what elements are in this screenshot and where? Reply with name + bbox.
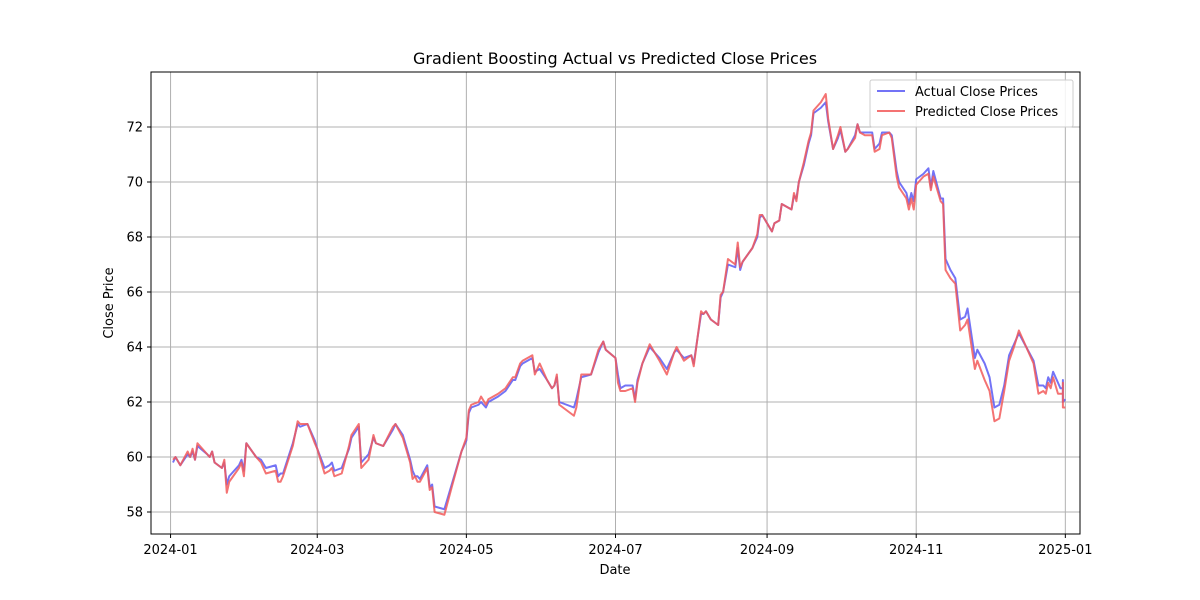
predicted-series-line xyxy=(172,93,1066,516)
y-tick-label: 64 xyxy=(126,341,143,356)
y-tick-label: 66 xyxy=(126,286,143,301)
x-tick-label: 2024-03 xyxy=(290,543,344,558)
actual-series-line xyxy=(172,101,1067,511)
x-tick-label: 2024-07 xyxy=(588,543,642,558)
x-tick-label: 2024-11 xyxy=(889,543,943,558)
x-tick-label: 2024-09 xyxy=(740,543,794,558)
x-axis-title: Date xyxy=(599,563,630,578)
x-tick-label: 2024-01 xyxy=(143,543,197,558)
y-tick-label: 68 xyxy=(126,231,143,246)
legend: Actual Close Prices Predicted Close Pric… xyxy=(869,79,1074,128)
legend-label-predicted: Predicted Close Prices xyxy=(915,105,1058,120)
legend-label-actual: Actual Close Prices xyxy=(915,85,1038,100)
y-tick-label: 58 xyxy=(126,506,143,521)
y-tick-label: 62 xyxy=(126,396,143,411)
y-axis-title: Close Price xyxy=(102,267,117,338)
series-layer xyxy=(172,93,1067,516)
x-tick-label: 2024-05 xyxy=(439,543,493,558)
y-tick-label: 60 xyxy=(126,451,143,466)
y-tick-label: 72 xyxy=(126,121,143,136)
grid-lines xyxy=(151,72,1080,534)
y-axis: 58 60 62 64 66 68 70 72 xyxy=(126,121,151,521)
chart-title: Gradient Boosting Actual vs Predicted Cl… xyxy=(413,49,817,68)
y-tick-label: 70 xyxy=(126,176,143,191)
legend-box xyxy=(869,79,1074,128)
x-axis: 2024-01 2024-03 2024-05 2024-07 2024-09 2024-… xyxy=(143,534,1092,558)
x-tick-label: 2025-01 xyxy=(1038,543,1092,558)
